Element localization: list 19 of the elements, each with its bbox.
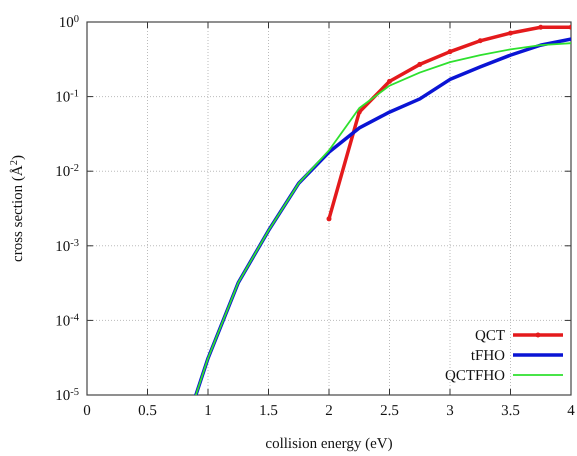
y-tick-label: 10$^{-1}$: [55, 88, 79, 106]
x-tick-label: 1.5: [259, 403, 278, 419]
legend-label: QCT: [475, 328, 505, 344]
x-tick-label: 3.5: [501, 403, 520, 419]
x-tick-label: 2.5: [380, 403, 399, 419]
x-axis-title: collision energy (eV): [265, 436, 393, 452]
legend-label: tFHO: [470, 348, 506, 364]
x-tick-label: 0: [83, 403, 91, 419]
x-tick-label: 4: [567, 403, 576, 419]
x-tick-label: 2: [325, 403, 333, 419]
x-tick-label: 3: [446, 403, 454, 419]
y-tick-label: 10$^{-3}$: [55, 237, 79, 255]
y-tick-label: 10$^{-4}$: [55, 312, 80, 330]
y-tick-label: 10$^{0}$: [58, 14, 79, 31]
x-tick-label: 1: [204, 403, 212, 419]
legend-label: QCTFHO: [444, 368, 506, 384]
x-tick-label: 0.5: [138, 403, 157, 419]
y-tick-label: 10$^{-5}$: [55, 386, 79, 404]
y-tick-label: 10$^{-2}$: [55, 162, 79, 180]
